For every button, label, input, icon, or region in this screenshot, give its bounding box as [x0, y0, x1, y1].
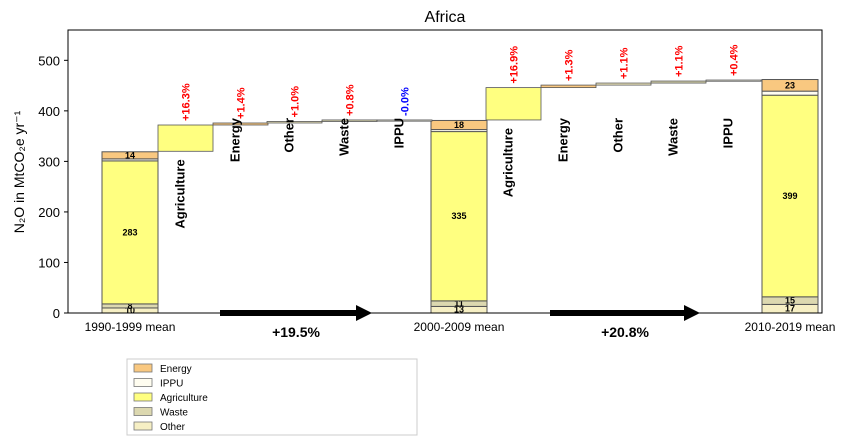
bar-segment-energy	[761, 79, 819, 92]
legend-swatch-waste	[133, 407, 153, 416]
segment-value-label: 14	[125, 150, 135, 160]
step-change-label: +0.4%	[729, 44, 741, 76]
legend-label: Other	[160, 422, 186, 433]
segment-value-label: 283	[122, 227, 137, 237]
waterfall-step-agriculture	[157, 124, 214, 152]
segment-value-label: 17	[785, 304, 795, 314]
bar-segment-agriculture	[430, 131, 488, 302]
change-arrow-head	[356, 305, 372, 321]
step-category-label: Energy	[228, 117, 243, 162]
legend-swatch-energy	[133, 363, 153, 373]
bar-segment-agriculture	[761, 94, 819, 298]
step-category-label: Energy	[556, 117, 571, 162]
legend-label: IPPU	[160, 379, 183, 390]
waterfall-step-ippu	[376, 119, 433, 122]
bar-segment-energy	[430, 119, 488, 131]
step-change-label: +1.3%	[564, 49, 576, 81]
segment-value-label: 23	[785, 80, 795, 90]
step-category-label: Agriculture	[501, 128, 516, 197]
step-category-label: Agriculture	[173, 159, 188, 228]
y-tick-label: 300	[38, 154, 60, 169]
segment-value-label: 11	[454, 299, 464, 309]
legend-swatch-agriculture	[133, 392, 153, 402]
total-change-label: +20.8%	[601, 324, 649, 340]
waterfall-step-agriculture	[485, 87, 542, 121]
step-category-label: Other	[282, 118, 297, 153]
step-change-label: +1.4%	[236, 87, 248, 119]
step-change-label: +16.3%	[181, 83, 193, 121]
y-tick-label: 400	[38, 104, 60, 119]
legend-label: Agriculture	[160, 393, 208, 404]
waterfall-step-other	[266, 121, 323, 124]
bar-segment-agriculture	[101, 160, 159, 305]
plot-frame	[67, 29, 823, 314]
total-change-label: +19.5%	[272, 324, 320, 340]
step-category-label: Other	[611, 118, 626, 153]
change-arrow-head	[684, 305, 700, 321]
period-label: 1990-1999 mean	[85, 320, 176, 334]
legend: Energy IPPU Agriculture Waste Other	[126, 358, 418, 436]
step-category-label: Waste	[337, 118, 352, 156]
segment-value-label: 13	[454, 305, 464, 315]
y-tick-label: 500	[38, 53, 60, 68]
step-change-label: +16.9%	[509, 46, 521, 84]
segment-value-label: 399	[782, 191, 797, 201]
step-change-label: +1.0%	[290, 86, 302, 118]
segment-value-label: 8	[127, 301, 132, 311]
legend-swatch-other	[133, 421, 153, 431]
step-category-label: IPPU	[721, 118, 736, 148]
y-tick-label: 0	[53, 306, 60, 321]
y-tick-label: 200	[38, 205, 60, 220]
bar-segment-energy	[101, 151, 159, 160]
segment-value-label: 10	[125, 305, 135, 315]
waterfall-step-energy	[212, 122, 269, 126]
legend-label: Energy	[160, 364, 192, 375]
step-change-label: +1.1%	[619, 47, 631, 79]
segment-value-label: 335	[451, 211, 466, 221]
period-label: 2010-2019 mean	[745, 320, 836, 334]
legend-box	[126, 358, 418, 436]
step-change-label: +1.1%	[674, 45, 686, 77]
waterfall-step-waste	[650, 80, 707, 84]
segment-value-label: 15	[785, 296, 795, 306]
segment-value-label: 18	[454, 120, 464, 130]
legend-swatch-ippu	[133, 378, 153, 387]
step-category-label: IPPU	[392, 118, 407, 148]
waterfall-step-ippu	[705, 79, 762, 82]
waterfall-step-other	[595, 82, 652, 86]
step-change-label: -0.0%	[400, 87, 412, 116]
step-change-label: +0.8%	[345, 84, 357, 116]
chart-title: Africa	[425, 9, 466, 26]
period-label: 2000-2009 mean	[414, 320, 505, 334]
legend-label: Waste	[160, 408, 188, 419]
bar-segment-ippu	[761, 90, 819, 96]
y-axis-label: N₂O in MtCO₂e yr⁻¹	[11, 110, 27, 233]
step-category-label: Waste	[666, 118, 681, 156]
y-tick-label: 100	[38, 255, 60, 270]
waterfall-step-energy	[540, 84, 597, 89]
